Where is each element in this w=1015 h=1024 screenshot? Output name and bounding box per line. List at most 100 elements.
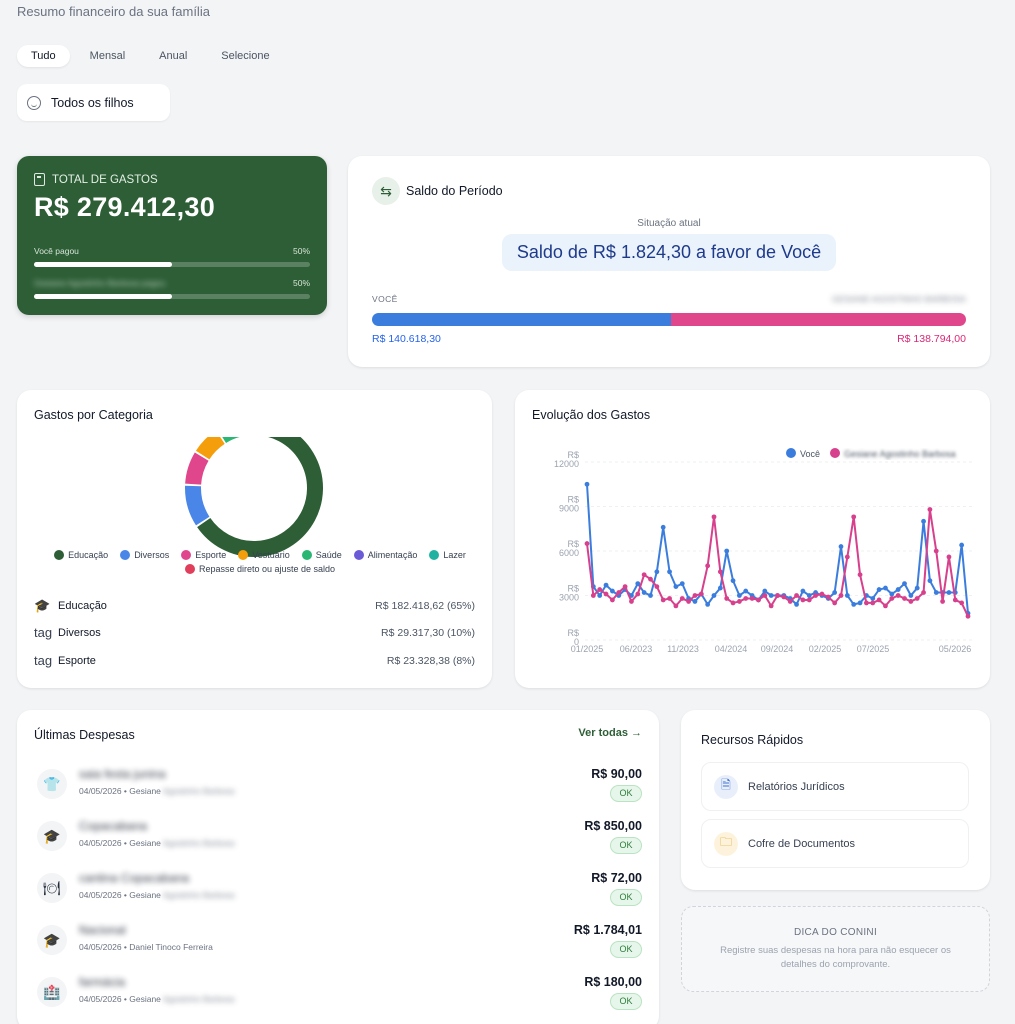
data-point xyxy=(641,590,647,595)
data-point xyxy=(883,603,888,609)
y-tick-label: 6000 xyxy=(559,548,579,558)
data-point xyxy=(908,593,914,598)
expense-date: 04/05/2026 • Gesiane xyxy=(79,838,163,848)
category-row-value: R$ 29.317,30 (10%) xyxy=(381,626,475,639)
donut-slice xyxy=(197,428,323,557)
data-point xyxy=(660,597,666,603)
cofre-documentos-button[interactable]: 🗀 Cofre de Documentos xyxy=(701,819,969,868)
data-point xyxy=(603,582,609,588)
legend-swatch xyxy=(238,550,249,560)
data-point xyxy=(673,584,679,589)
expense-date: 04/05/2026 • Gesiane xyxy=(79,890,163,900)
data-point xyxy=(641,572,647,578)
expense-row[interactable]: 🍽 cantina Copacabana 04/05/2026 • Gesiane … xyxy=(37,869,642,921)
data-point xyxy=(743,588,749,594)
evolucao-gastos-card: Evolução dos Gastos R$ 12000 R$ 9000 R$ 6000 R… xyxy=(515,390,990,688)
saldo-left-value: R$ 140.618,30 xyxy=(372,333,441,345)
data-point xyxy=(660,524,666,530)
status-badge: OK xyxy=(610,785,642,802)
expense-row[interactable]: 👕 saia festa junina 04/05/2026 • Gesiane A… xyxy=(37,765,642,817)
legend-item: Vestuário xyxy=(238,550,290,560)
category-row-label: Esporte xyxy=(58,654,96,667)
legend-item: Educação xyxy=(54,550,108,560)
donut-slice xyxy=(185,485,210,526)
data-point xyxy=(622,584,628,589)
data-point xyxy=(876,597,882,603)
data-point xyxy=(959,542,965,548)
saldo-title: Saldo do Período xyxy=(406,184,503,198)
data-point xyxy=(679,581,685,587)
total-gastos-amount: R$ 279.412,30 xyxy=(34,192,216,222)
expense-value: R$ 850,00 xyxy=(584,819,642,833)
data-point xyxy=(933,548,939,554)
relatorios-juridicos-button[interactable]: 🗎 Relatórios Jurídicos xyxy=(701,762,969,811)
data-point xyxy=(756,597,761,603)
expense-payer: Agostinho Barbosa xyxy=(162,786,235,796)
expense-value: R$ 180,00 xyxy=(584,975,642,989)
expense-payer: Agostinho Barbosa xyxy=(162,890,235,900)
other-paid-label: Gesiane Agostinho Barbosa pagou xyxy=(34,278,166,288)
saldo-periodo-card: ⇆ Saldo do Período Situação atual Saldo … xyxy=(348,156,990,367)
gastos-categoria-card: Gastos por Categoria Educação Diversos Esp… xyxy=(17,390,492,688)
data-point xyxy=(800,597,806,603)
expense-row[interactable]: 🏥 farmácia 04/05/2026 • Gesiane Agostinho … xyxy=(37,973,642,1024)
x-tick-label: 09/2024 xyxy=(761,644,794,654)
saldo-right-label: GESIANE AGOSTINHO BARBOSA xyxy=(831,294,966,304)
ver-todas-link[interactable]: Ver todas → xyxy=(578,727,642,739)
tab-mensal[interactable]: Mensal xyxy=(89,50,126,62)
data-point xyxy=(654,569,660,575)
legend-swatch xyxy=(120,550,131,560)
expense-row[interactable]: 🎓 Nacional 04/05/2026 • Daniel Tinoco Ferr… xyxy=(37,921,642,973)
data-point xyxy=(692,593,698,598)
data-point xyxy=(711,593,717,598)
data-point xyxy=(794,593,799,598)
data-point xyxy=(629,599,634,604)
expense-value: R$ 72,00 xyxy=(591,871,642,885)
other-paid-row: Gesiane Agostinho Barbosa pagou 50% xyxy=(34,278,310,299)
saldo-split-bar xyxy=(372,313,966,326)
tab-tudo[interactable]: Tudo xyxy=(17,45,70,67)
data-point xyxy=(952,597,958,603)
data-point xyxy=(806,593,812,598)
folder-icon: 🗀 xyxy=(714,831,738,856)
status-badge: OK xyxy=(610,889,642,906)
graduation-cap-icon: 🎓 xyxy=(34,598,51,613)
data-point xyxy=(864,600,869,606)
data-point xyxy=(667,596,672,601)
legend-item: Alimentação xyxy=(353,550,417,560)
expense-date: 04/05/2026 • Gesiane xyxy=(79,786,163,796)
ultimas-despesas-card: Últimas Despesas Ver todas → 👕 saia festa… xyxy=(17,710,659,1024)
data-point xyxy=(717,569,723,575)
data-point xyxy=(762,593,768,598)
data-point xyxy=(711,514,717,520)
data-point xyxy=(584,541,590,546)
tab-anual[interactable]: Anual xyxy=(159,50,188,62)
category-row-value: R$ 182.418,62 (65%) xyxy=(375,600,475,612)
data-point xyxy=(851,514,857,520)
expense-payer: Agostinho Barbosa xyxy=(162,994,235,1004)
data-point xyxy=(857,572,863,578)
expense-name: cantina Copacabana xyxy=(79,871,190,885)
data-point xyxy=(724,548,730,554)
data-point xyxy=(705,563,711,569)
tab-selecione[interactable]: Selecione xyxy=(221,50,270,62)
x-tick-label: 07/2025 xyxy=(857,644,890,654)
data-point xyxy=(927,507,933,512)
child-filter-select[interactable]: Todos os filhos xyxy=(17,84,170,121)
evolucao-title: Evolução dos Gastos xyxy=(532,408,651,422)
data-point xyxy=(717,585,723,591)
expense-meta: 04/05/2026 • Gesiane Agostinho Barbosa xyxy=(79,890,235,900)
y-tick-label: 12000 xyxy=(554,459,579,469)
data-point xyxy=(870,596,876,601)
x-tick-label: 06/2023 xyxy=(620,644,653,654)
data-point xyxy=(610,588,615,594)
category-legend: Educação Diversos Esporte Vestuário Saúde Ali… xyxy=(45,550,475,574)
you-paid-label: Você pagou xyxy=(34,246,79,256)
shirt-icon: 👕 xyxy=(37,769,67,799)
data-point xyxy=(844,554,850,560)
expense-row[interactable]: 🎓 Copacabana 04/05/2026 • Gesiane Agostinh… xyxy=(37,817,642,869)
data-point xyxy=(737,593,742,598)
data-point xyxy=(857,600,863,606)
legend-swatch xyxy=(353,550,364,560)
legend-swatch xyxy=(184,564,195,574)
